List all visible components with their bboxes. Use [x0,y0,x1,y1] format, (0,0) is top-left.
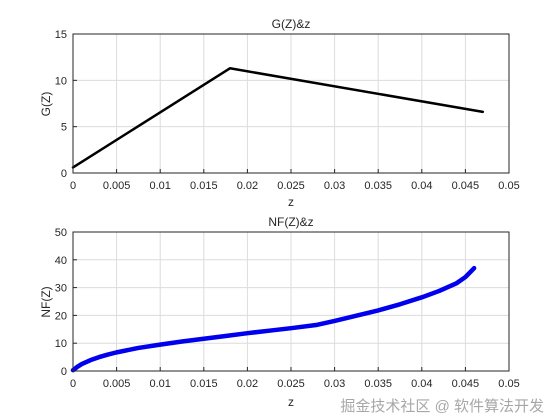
x-tick-label: 0 [70,378,76,390]
y-tick-labels-2: 0 10 20 30 40 50 [55,227,67,378]
x-tick-label: 0.035 [364,378,392,390]
x-tick-label: 0.02 [237,180,258,192]
x-tick-label: 0 [70,180,76,192]
y-tick-label: 50 [55,227,67,239]
x-tick-label: 0.01 [149,180,170,192]
y-axis-label-2: NF(Z) [39,286,53,317]
series-line [70,265,477,373]
subplot-g-of-z: 0 0.005 0.01 0.015 0.02 0.025 0.03 0.035 0.04 0.0… [39,17,520,209]
x-tick-label: 0.02 [237,378,258,390]
x-tick-label: 0.03 [324,378,345,390]
x-tick-label: 0.015 [190,378,218,390]
x-tick-label: 0.015 [190,180,218,192]
x-tick-labels-2: 0 0.005 0.01 0.015 0.02 0.025 0.03 0.035 0.04 0.0… [70,378,520,390]
y-tick-label: 30 [55,283,67,295]
series-group-1 [71,67,485,169]
x-tick-label: 0.005 [103,378,131,390]
y-tick-label: 10 [55,338,67,350]
x-tick-labels-1: 0 0.005 0.01 0.015 0.02 0.025 0.03 0.035 0.04 0.0… [70,180,520,192]
chart-title-1: G(Z)&z [272,17,311,31]
y-tick-labels-1: 0 5 10 15 [55,29,67,180]
y-tick-label: 20 [55,310,67,322]
y-tick-label: 0 [61,168,67,180]
subplot-nf-of-z: 0 0.005 0.01 0.015 0.02 0.025 0.03 0.035 0.04 0.0… [39,215,520,409]
x-tick-label: 0.025 [277,378,305,390]
y-tick-label: 15 [55,29,67,41]
x-tick-label: 0.04 [411,180,432,192]
x-tick-label: 0.045 [452,180,480,192]
x-tick-label: 0.035 [364,180,392,192]
x-axis-label-1: z [288,195,294,209]
watermark-text: 掘金技术社区 @ 软件算法开发 [340,398,544,415]
axes-border [72,33,510,174]
y-tick-label: 40 [55,255,67,267]
x-tick-label: 0.025 [277,180,305,192]
x-tick-label: 0.01 [149,378,170,390]
x-tick-label: 0.03 [324,180,345,192]
axes-border [72,231,510,372]
series-line [71,67,485,169]
x-axis-label-2: z [288,395,294,409]
series-group-2 [70,265,477,373]
chart-title-2: NF(Z)&z [268,215,313,229]
y-tick-label: 10 [55,75,67,87]
y-axis-label-1: G(Z) [39,92,53,117]
x-tick-label: 0.005 [103,180,131,192]
x-tick-label: 0.05 [498,378,519,390]
y-tick-label: 0 [61,366,67,378]
x-tick-label: 0.04 [411,378,432,390]
x-tick-label: 0.045 [452,378,480,390]
y-tick-label: 5 [61,122,67,134]
x-tick-label: 0.05 [498,180,519,192]
